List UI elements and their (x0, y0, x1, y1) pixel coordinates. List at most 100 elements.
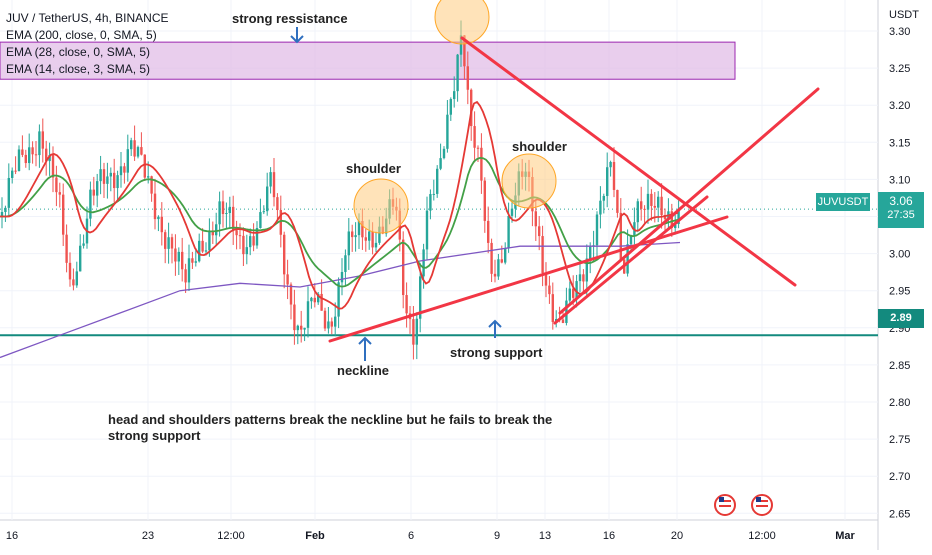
right-shoulder-circle (501, 153, 557, 209)
x-tick-label: 9 (494, 530, 500, 542)
candle-body (150, 176, 153, 194)
neckline-trendline[interactable] (328, 215, 729, 343)
descending-trendline[interactable] (460, 36, 797, 287)
candle-body (269, 172, 272, 187)
candle-body (58, 192, 61, 195)
candle-body (45, 148, 48, 162)
candle-body (38, 131, 41, 156)
candle-body (11, 170, 14, 178)
y-tick-label: 3.25 (889, 63, 910, 75)
candle-body (41, 131, 44, 149)
candle-body (133, 140, 136, 157)
candle-body (541, 236, 544, 274)
flag-stripe (756, 505, 768, 507)
candle-body (106, 176, 109, 184)
candle-body (589, 246, 592, 259)
candle-body (439, 158, 442, 169)
ema-28-legend[interactable]: EMA (28, close, 0, SMA, 5) (6, 45, 151, 59)
y-tick-label: 2.95 (889, 286, 910, 298)
candle-body (177, 251, 180, 262)
neckline-label: neckline (337, 363, 390, 378)
candle-body (126, 149, 129, 173)
candle-body (483, 180, 486, 221)
candle-body (300, 325, 303, 330)
y-tick-label: 3.30 (889, 26, 910, 38)
candle-body (487, 220, 490, 243)
candle-body (361, 220, 364, 238)
ema-200-legend[interactable]: EMA (200, close, 0, SMA, 5) (6, 28, 157, 42)
candle-body (374, 242, 378, 248)
candle-body (130, 140, 133, 150)
candle-body (568, 288, 571, 301)
candle-body (657, 196, 660, 208)
candle-body (296, 325, 299, 331)
candle-body (480, 147, 483, 181)
candle-body (320, 293, 323, 311)
comment-line-2: strong support (108, 428, 201, 443)
candle-body (463, 35, 466, 67)
candle-body (337, 282, 340, 317)
candle-body (323, 310, 327, 329)
candle-body (585, 258, 588, 282)
candle-body (293, 304, 296, 331)
candle-body (181, 251, 184, 270)
y-tick-label: 2.75 (889, 434, 910, 446)
ema-14-line (0, 100, 679, 310)
candle-body (470, 89, 473, 127)
candle-body (174, 248, 177, 262)
support-price: 2.89 (890, 312, 912, 324)
candle-body (48, 154, 51, 162)
candle-body (351, 231, 354, 238)
candle-body (368, 231, 371, 241)
candle-body (24, 154, 27, 164)
neckline-arrow-head (358, 336, 372, 345)
candle-body (62, 194, 65, 235)
x-tick-label: 13 (539, 530, 551, 542)
candle-body (147, 176, 150, 178)
x-tick-label: Feb (305, 530, 325, 542)
y-tick-label: 3.00 (889, 249, 910, 261)
candle-body (113, 172, 116, 189)
candle-body (357, 220, 361, 236)
candle-body (228, 206, 231, 213)
candle-body (538, 226, 541, 237)
candle-body (378, 226, 381, 243)
candle-body (677, 208, 680, 225)
y-tick-label: 2.65 (889, 508, 910, 520)
candle-body (235, 230, 238, 236)
candle-body (7, 177, 10, 208)
candle-body (21, 149, 24, 155)
candle-body (405, 295, 408, 314)
ema-14-legend[interactable]: EMA (14, close, 3, SMA, 5) (6, 62, 151, 76)
candle-body (157, 216, 160, 220)
candle-body (208, 230, 211, 251)
candle-body (310, 297, 313, 302)
candle-body (225, 212, 228, 215)
candle-body (453, 91, 456, 100)
candle-body (334, 316, 337, 327)
resistance-zone[interactable] (0, 41, 736, 80)
candle-body (164, 232, 167, 249)
candle-body (14, 170, 17, 172)
candle-body (221, 201, 225, 215)
candle-body (476, 147, 480, 149)
ascending-trendline[interactable] (558, 87, 820, 315)
support-trendline[interactable] (553, 195, 709, 325)
candle-body (119, 166, 123, 176)
ema-28-line (0, 156, 679, 288)
candle-body (330, 321, 333, 327)
candle-body (232, 206, 235, 231)
candle-body (204, 250, 208, 252)
bar-countdown: 27:35 (887, 209, 915, 221)
candle-body (65, 234, 68, 263)
y-tick-label: 2.70 (889, 471, 910, 483)
candle-body (425, 210, 429, 250)
candle-body (412, 319, 415, 345)
candle-body (429, 194, 432, 211)
flag-canton (719, 497, 724, 502)
candle-body (136, 147, 140, 157)
candle-body (306, 301, 310, 328)
candle-body (245, 247, 248, 255)
